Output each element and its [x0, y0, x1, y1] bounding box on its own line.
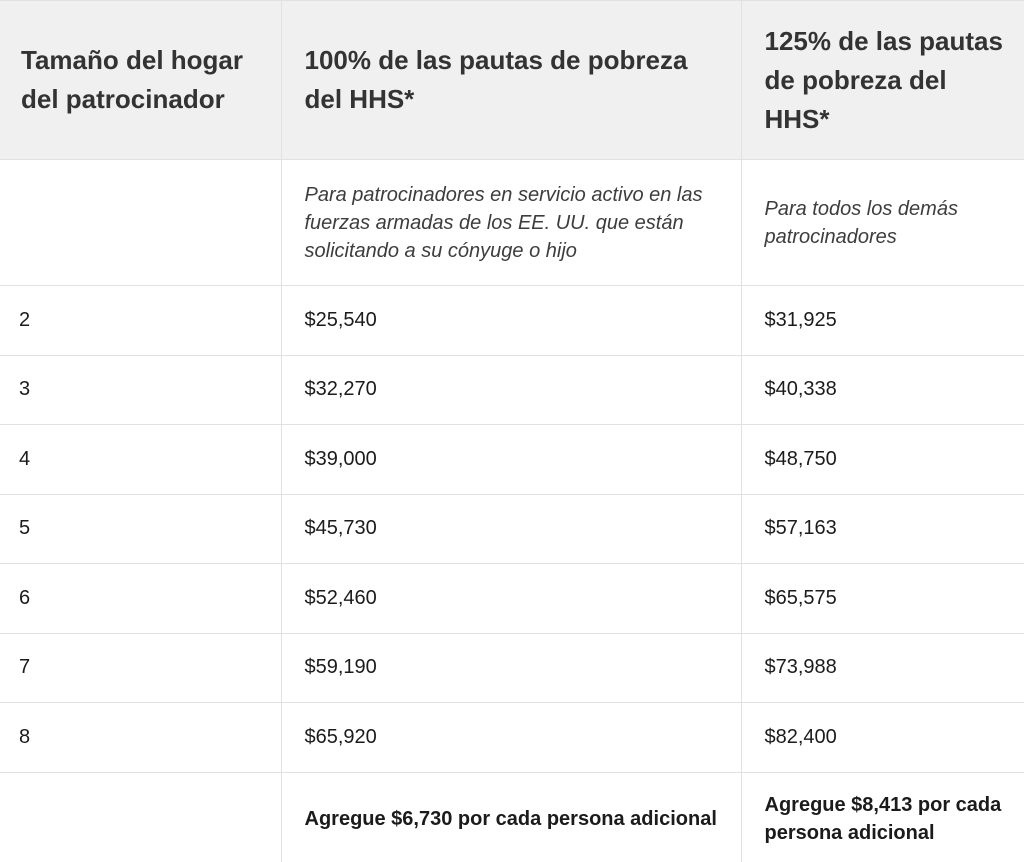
- income-125-cell: $48,750: [740, 424, 1024, 495]
- table-row: 7 $59,190 $73,988: [0, 632, 1024, 703]
- income-125-cell: $40,338: [740, 354, 1024, 425]
- household-size-cell: 5: [0, 493, 282, 564]
- income-100-cell: $45,730: [280, 493, 742, 564]
- household-size-cell: 6: [0, 563, 282, 634]
- table-header: Tamaño del hogar del patrocinador 100% d…: [0, 0, 1024, 160]
- income-125-cell: $57,163: [740, 493, 1024, 564]
- additional-person-row: Agregue $6,730 por cada persona adiciona…: [0, 771, 1024, 862]
- income-100-cell: $39,000: [280, 424, 742, 495]
- footer-cell-125-additional: Agregue $8,413 por cada persona adiciona…: [740, 771, 1024, 862]
- income-125-cell: $73,988: [740, 632, 1024, 703]
- income-125-cell: $65,575: [740, 563, 1024, 634]
- household-size-cell: 3: [0, 354, 282, 425]
- income-100-cell: $25,540: [280, 285, 742, 356]
- table-row: 2 $25,540 $31,925: [0, 285, 1024, 356]
- table-body: Para patrocinadores en servicio activo e…: [0, 159, 1024, 862]
- household-size-cell: 8: [0, 702, 282, 773]
- header-household-size: Tamaño del hogar del patrocinador: [0, 0, 282, 160]
- household-size-cell: 4: [0, 424, 282, 495]
- table-row: 8 $65,920 $82,400: [0, 702, 1024, 773]
- table-row: 4 $39,000 $48,750: [0, 424, 1024, 495]
- income-100-cell: $52,460: [280, 563, 742, 634]
- note-cell-military-sponsors: Para patrocinadores en servicio activo e…: [280, 159, 742, 286]
- footer-cell-100-additional: Agregue $6,730 por cada persona adiciona…: [280, 771, 742, 862]
- income-125-cell: $31,925: [740, 285, 1024, 356]
- table-row: 3 $32,270 $40,338: [0, 354, 1024, 425]
- income-100-cell: $59,190: [280, 632, 742, 703]
- income-100-cell: $65,920: [280, 702, 742, 773]
- table-row: 6 $52,460 $65,575: [0, 563, 1024, 634]
- note-cell-other-sponsors: Para todos los demás patrocinadores: [740, 159, 1024, 286]
- income-100-cell: $32,270: [280, 354, 742, 425]
- header-100-percent: 100% de las pautas de pobreza del HHS*: [280, 0, 742, 160]
- table-row: 5 $45,730 $57,163: [0, 493, 1024, 564]
- income-125-cell: $82,400: [740, 702, 1024, 773]
- household-size-cell: 7: [0, 632, 282, 703]
- header-125-percent: 125% de las pautas de pobreza del HHS*: [740, 0, 1024, 160]
- header-row: Tamaño del hogar del patrocinador 100% d…: [0, 0, 1024, 160]
- footer-cell-household-size: [0, 771, 282, 862]
- note-row: Para patrocinadores en servicio activo e…: [0, 159, 1024, 286]
- note-cell-household-size: [0, 159, 282, 286]
- household-size-cell: 2: [0, 285, 282, 356]
